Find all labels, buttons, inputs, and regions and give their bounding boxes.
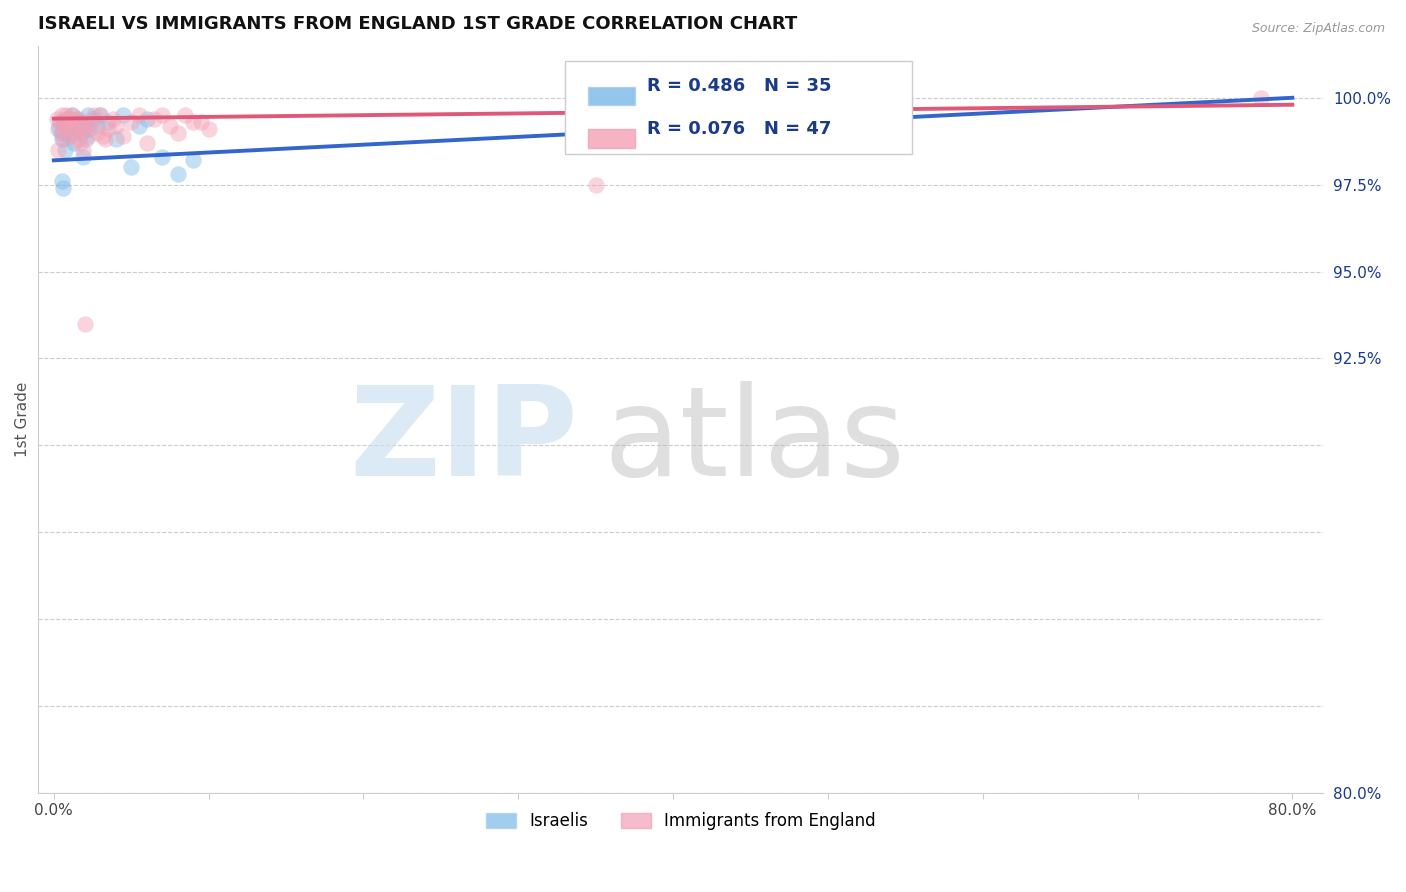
Y-axis label: 1st Grade: 1st Grade xyxy=(15,382,30,457)
Point xyxy=(143,112,166,126)
Point xyxy=(59,112,82,126)
Point xyxy=(112,128,135,143)
Point xyxy=(67,122,90,136)
Point xyxy=(104,132,127,146)
Point xyxy=(1250,91,1272,105)
Point xyxy=(51,126,73,140)
Point xyxy=(67,112,90,126)
Point xyxy=(52,115,75,129)
Point xyxy=(73,317,96,331)
Point xyxy=(86,126,108,140)
Point xyxy=(97,115,120,129)
Point xyxy=(197,122,219,136)
Point xyxy=(73,119,96,133)
Point xyxy=(72,143,94,157)
Point xyxy=(65,115,87,129)
Point xyxy=(60,108,83,122)
Point xyxy=(82,112,104,126)
Point xyxy=(120,115,142,129)
Point xyxy=(52,115,75,129)
Point xyxy=(190,115,212,129)
Text: ZIP: ZIP xyxy=(349,381,578,502)
Text: R = 0.076   N = 47: R = 0.076 N = 47 xyxy=(647,120,832,137)
Point xyxy=(70,122,93,136)
Point xyxy=(585,178,607,192)
Text: ISRAELI VS IMMIGRANTS FROM ENGLAND 1ST GRADE CORRELATION CHART: ISRAELI VS IMMIGRANTS FROM ENGLAND 1ST G… xyxy=(38,15,797,33)
Point xyxy=(49,126,72,140)
Point xyxy=(49,115,72,129)
Point xyxy=(58,128,80,143)
Point xyxy=(48,122,70,136)
Point xyxy=(585,97,607,112)
Point xyxy=(166,126,188,140)
Point xyxy=(120,161,142,175)
Point xyxy=(128,119,150,133)
FancyBboxPatch shape xyxy=(565,61,912,154)
Point xyxy=(65,126,87,140)
Legend: Israelis, Immigrants from England: Israelis, Immigrants from England xyxy=(479,805,883,837)
Point xyxy=(45,112,67,126)
Point xyxy=(150,150,173,164)
Point xyxy=(101,112,124,126)
Point xyxy=(89,108,111,122)
Point xyxy=(86,119,108,133)
Point xyxy=(63,136,86,150)
Point xyxy=(59,128,82,143)
Point xyxy=(135,112,157,126)
Text: Source: ZipAtlas.com: Source: ZipAtlas.com xyxy=(1251,22,1385,36)
Point xyxy=(60,108,83,122)
Point xyxy=(166,167,188,181)
Point xyxy=(56,126,79,140)
Point xyxy=(69,136,91,150)
Point xyxy=(66,112,89,126)
Point xyxy=(135,136,157,150)
Point xyxy=(79,122,101,136)
Point xyxy=(93,128,115,143)
Point xyxy=(181,153,204,168)
FancyBboxPatch shape xyxy=(588,129,634,148)
Point xyxy=(83,108,105,122)
Point xyxy=(63,119,86,133)
Point xyxy=(82,115,104,129)
Point xyxy=(51,108,73,122)
Point xyxy=(76,128,98,143)
Point xyxy=(76,108,98,122)
Point xyxy=(53,143,76,157)
Point xyxy=(94,132,117,146)
Point xyxy=(89,108,111,122)
Point xyxy=(51,132,73,146)
Point xyxy=(69,115,91,129)
Point xyxy=(58,112,80,126)
Point xyxy=(128,108,150,122)
Point xyxy=(104,119,127,133)
Point xyxy=(46,143,69,157)
Point xyxy=(53,122,76,136)
Point xyxy=(51,174,73,188)
Point xyxy=(112,108,135,122)
Point xyxy=(181,115,204,129)
Point xyxy=(56,115,79,129)
Point xyxy=(59,119,82,133)
Point xyxy=(73,119,96,133)
Point xyxy=(66,115,89,129)
Point xyxy=(75,132,97,146)
Point xyxy=(174,108,197,122)
Point xyxy=(55,108,77,122)
Point xyxy=(70,126,93,140)
Point xyxy=(97,122,120,136)
Text: R = 0.486   N = 35: R = 0.486 N = 35 xyxy=(647,77,832,95)
Point xyxy=(72,150,94,164)
Point xyxy=(75,119,97,133)
Point xyxy=(52,181,75,195)
Point xyxy=(52,132,75,146)
Point xyxy=(66,132,89,146)
Point xyxy=(159,119,181,133)
Text: atlas: atlas xyxy=(603,381,905,502)
Point xyxy=(48,119,70,133)
Point xyxy=(55,112,77,126)
FancyBboxPatch shape xyxy=(588,87,634,105)
Point xyxy=(150,108,173,122)
